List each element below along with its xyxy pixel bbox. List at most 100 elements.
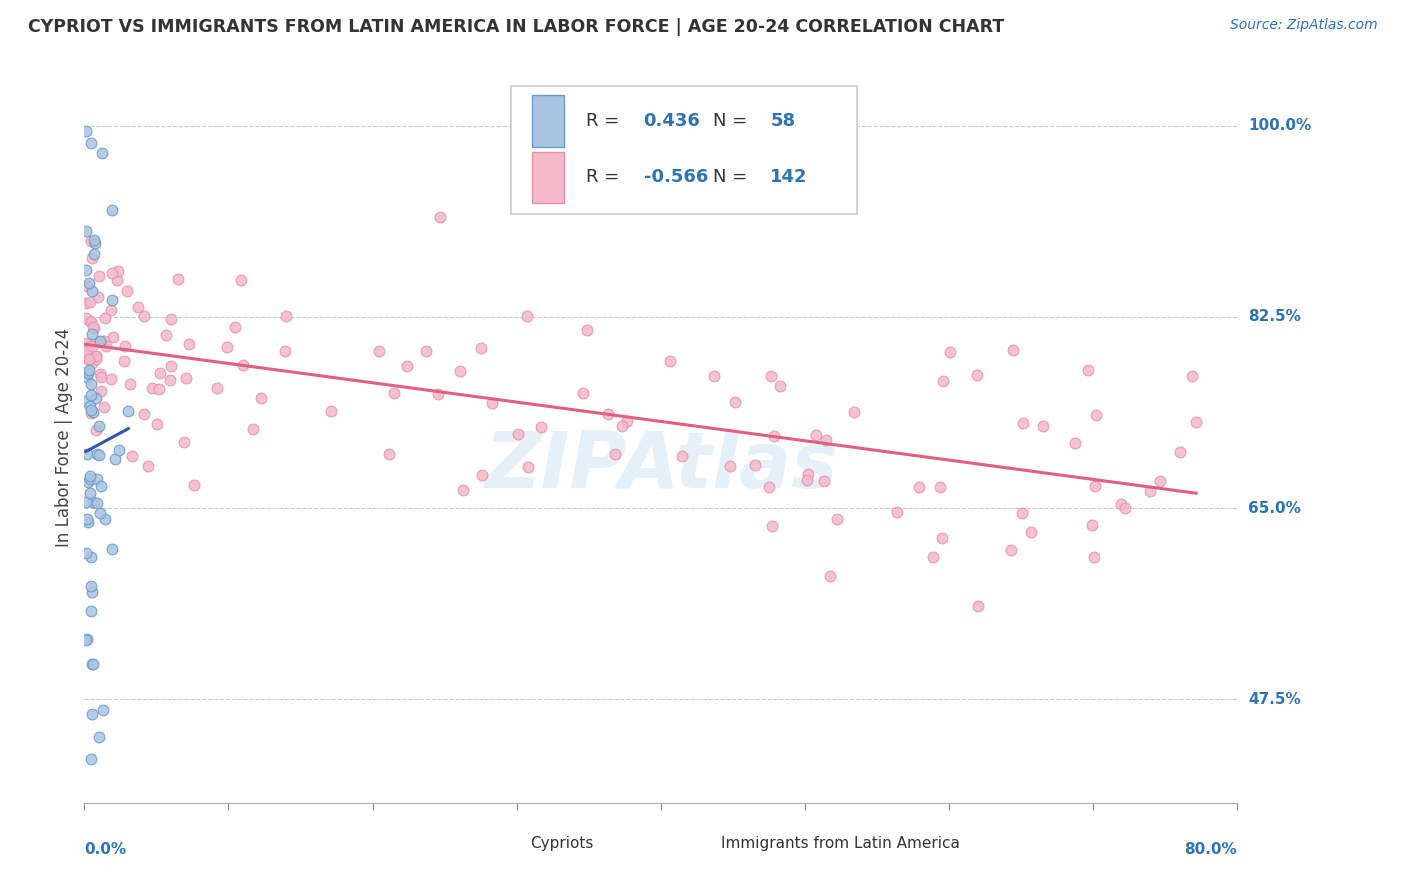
Point [76, 447, 98, 461]
FancyBboxPatch shape [531, 152, 564, 203]
Point [80, 406, 103, 420]
Point [82, 319, 104, 334]
Point [517, 460, 540, 475]
Point [76, 279, 98, 293]
Point [516, 309, 538, 323]
Point [75, 394, 97, 409]
Point [76, 370, 98, 384]
Point [761, 518, 783, 533]
FancyBboxPatch shape [494, 827, 523, 859]
Point [159, 312, 181, 326]
Point [107, 264, 129, 278]
Point [79, 294, 101, 309]
FancyBboxPatch shape [510, 86, 856, 214]
Point [90, 370, 112, 384]
Point [508, 426, 530, 441]
Text: Source: ZipAtlas.com: Source: ZipAtlas.com [1230, 18, 1378, 32]
Point [94, 311, 117, 326]
Point [77, 366, 100, 380]
Point [167, 272, 190, 286]
Text: R =: R = [586, 169, 619, 186]
Point [1001, 343, 1024, 357]
Point [825, 512, 848, 526]
Point [804, 428, 827, 442]
Point [100, 372, 122, 386]
Point [82, 405, 104, 419]
Point [1149, 474, 1171, 488]
Point [105, 272, 128, 286]
Point [572, 386, 595, 401]
Point [451, 483, 474, 498]
Point [931, 374, 953, 388]
Point [415, 343, 437, 358]
Point [75, 263, 97, 277]
Point [90, 384, 112, 398]
Point [75, 343, 97, 358]
Text: N =: N = [713, 112, 747, 130]
Point [86, 471, 108, 485]
Point [155, 328, 177, 343]
Text: 47.5%: 47.5% [1249, 691, 1301, 706]
Point [1019, 525, 1042, 540]
Point [96, 339, 118, 353]
Point [1032, 418, 1054, 433]
Point [75, 345, 97, 359]
Point [75, 546, 97, 560]
Point [75, 633, 97, 648]
Point [108, 442, 131, 457]
Point [796, 474, 818, 488]
Point [77, 276, 100, 290]
Point [929, 479, 952, 493]
Point [250, 391, 273, 405]
Point [80, 706, 103, 721]
Point [101, 330, 124, 344]
Point [207, 380, 229, 394]
Point [87, 290, 110, 304]
Text: -0.566: -0.566 [644, 169, 707, 186]
Point [724, 395, 747, 409]
Point [966, 368, 988, 382]
Text: ZIPAtlas: ZIPAtlas [484, 428, 838, 504]
Point [1064, 435, 1087, 450]
Point [87, 419, 110, 434]
Point [429, 210, 451, 224]
Point [575, 323, 598, 337]
Point [530, 420, 553, 434]
Point [671, 449, 693, 463]
Point [378, 447, 401, 461]
Point [159, 373, 181, 387]
Point [101, 202, 124, 217]
Point [1114, 501, 1136, 516]
Point [616, 414, 638, 428]
Point [224, 320, 246, 334]
Point [232, 358, 254, 372]
Point [80, 377, 103, 392]
Point [703, 369, 725, 384]
Point [744, 458, 766, 472]
Point [87, 449, 110, 463]
Point [75, 336, 97, 351]
Text: 0.436: 0.436 [644, 112, 700, 130]
Point [82, 657, 104, 671]
Point [117, 403, 139, 417]
Text: Cypriots: Cypriots [530, 836, 593, 851]
Point [82, 284, 104, 298]
Point [173, 434, 195, 449]
Point [382, 386, 405, 401]
Point [761, 368, 783, 383]
Point [659, 354, 682, 368]
Point [83, 321, 105, 335]
Point [939, 344, 962, 359]
Point [83, 247, 105, 261]
Point [1000, 543, 1022, 558]
Point [1084, 408, 1107, 422]
Point [1083, 549, 1105, 564]
Point [93, 334, 115, 348]
Point [1139, 483, 1161, 498]
Point [117, 284, 139, 298]
Point [179, 336, 201, 351]
Point [76, 341, 98, 355]
Point [815, 434, 838, 448]
Point [1011, 506, 1033, 520]
Point [138, 459, 160, 474]
